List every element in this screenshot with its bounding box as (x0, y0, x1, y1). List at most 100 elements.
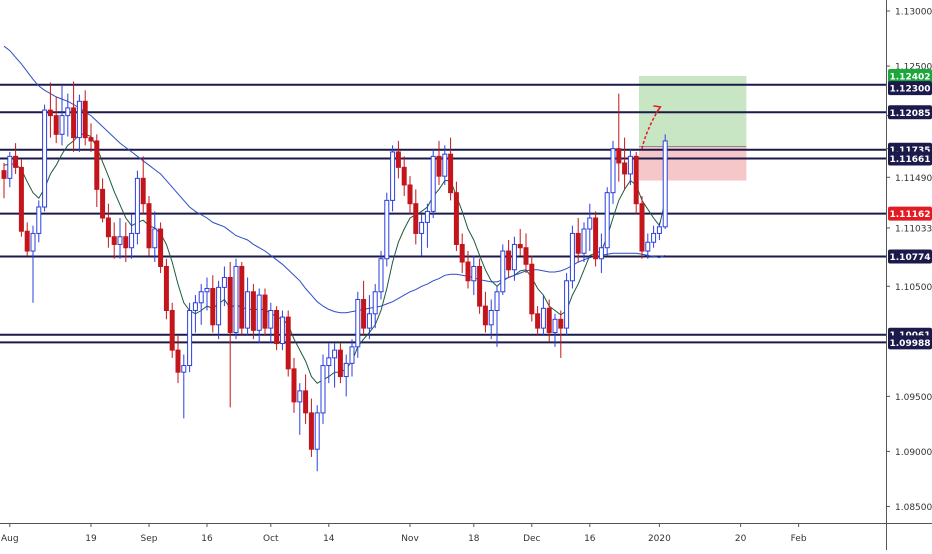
candle-37[interactable] (216, 280, 222, 340)
candle-40[interactable] (233, 258, 239, 340)
candle-34[interactable] (198, 284, 204, 325)
candle-98[interactable] (569, 225, 575, 289)
candle-99[interactable] (575, 218, 581, 263)
candle-72[interactable] (419, 214, 425, 256)
candle-57[interactable] (332, 343, 338, 388)
candle-16[interactable] (94, 134, 100, 207)
candle-38[interactable] (221, 266, 227, 307)
candle-67[interactable] (390, 145, 396, 212)
candle-60[interactable] (349, 339, 355, 377)
candle-3[interactable] (18, 159, 24, 237)
candle-93[interactable] (540, 295, 546, 336)
candle-59[interactable] (343, 354, 349, 397)
candle-45[interactable] (262, 288, 268, 336)
candle-101[interactable] (587, 203, 593, 252)
candle-58[interactable] (337, 343, 343, 384)
candle-0[interactable] (1, 162, 7, 199)
candle-24[interactable] (140, 156, 146, 215)
candle-48[interactable] (279, 310, 285, 351)
candle-76[interactable] (442, 145, 448, 185)
candle-68[interactable] (395, 140, 401, 179)
candle-55[interactable] (320, 354, 326, 424)
candle-70[interactable] (407, 176, 413, 215)
candle-64[interactable] (372, 284, 378, 329)
candle-11[interactable] (65, 93, 71, 137)
candle-66[interactable] (384, 192, 390, 267)
candle-52[interactable] (303, 374, 309, 424)
candle-4[interactable] (24, 222, 30, 256)
candle-95[interactable] (552, 313, 558, 347)
candle-78[interactable] (453, 181, 459, 252)
candle-18[interactable] (105, 203, 111, 248)
position-target-zone[interactable] (639, 75, 747, 147)
candle-97[interactable] (564, 273, 570, 336)
candle-53[interactable] (308, 398, 314, 457)
candle-46[interactable] (268, 302, 274, 344)
candle-91[interactable] (529, 255, 535, 322)
candle-94[interactable] (546, 299, 552, 342)
candle-31[interactable] (181, 354, 187, 419)
candle-39[interactable] (227, 262, 233, 408)
candle-96[interactable] (558, 310, 564, 358)
price-label-4[interactable]: 1.11661 (888, 151, 932, 166)
candle-10[interactable] (59, 85, 65, 146)
candle-82[interactable] (477, 258, 483, 314)
candle-107[interactable] (622, 137, 628, 190)
candle-15[interactable] (88, 123, 94, 152)
candle-88[interactable] (511, 236, 517, 281)
candle-8[interactable] (47, 82, 53, 138)
candle-13[interactable] (76, 94, 82, 152)
candle-77[interactable] (448, 137, 454, 201)
candle-21[interactable] (123, 222, 129, 263)
candle-54[interactable] (314, 405, 320, 472)
candle-5[interactable] (30, 225, 36, 303)
candle-32[interactable] (187, 302, 193, 373)
candle-104[interactable] (604, 187, 610, 256)
position-stop-zone[interactable] (639, 146, 747, 181)
candle-113[interactable] (656, 222, 662, 241)
candle-62[interactable] (361, 280, 367, 336)
candle-41[interactable] (239, 262, 245, 336)
candle-36[interactable] (210, 275, 216, 333)
candle-50[interactable] (291, 357, 297, 413)
candle-74[interactable] (430, 148, 436, 219)
candle-35[interactable] (204, 277, 210, 311)
candle-75[interactable] (436, 140, 442, 185)
candle-33[interactable] (192, 295, 198, 333)
candle-6[interactable] (36, 200, 42, 243)
candle-44[interactable] (256, 288, 262, 344)
candle-47[interactable] (274, 306, 280, 351)
price-label-1[interactable]: 1.12300 (888, 81, 932, 96)
candle-106[interactable] (616, 93, 622, 182)
candle-100[interactable] (581, 222, 587, 263)
candle-89[interactable] (517, 229, 523, 256)
candle-111[interactable] (645, 233, 651, 259)
candle-63[interactable] (366, 295, 372, 340)
candle-56[interactable] (326, 343, 332, 384)
candle-65[interactable] (378, 251, 384, 300)
candle-80[interactable] (465, 251, 471, 289)
candle-22[interactable] (129, 214, 135, 259)
candle-49[interactable] (285, 310, 291, 377)
candle-83[interactable] (482, 291, 488, 333)
candle-92[interactable] (535, 306, 541, 336)
candle-81[interactable] (471, 255, 477, 296)
candle-102[interactable] (593, 211, 599, 267)
candle-19[interactable] (111, 222, 117, 259)
candle-87[interactable] (506, 240, 512, 278)
candle-1[interactable] (7, 151, 13, 188)
candle-26[interactable] (152, 211, 158, 263)
candle-103[interactable] (598, 233, 604, 274)
price-label-0[interactable]: 1.12402 (888, 68, 932, 83)
candle-51[interactable] (297, 383, 303, 435)
candle-69[interactable] (401, 156, 407, 196)
candle-14[interactable] (82, 90, 88, 146)
price-label-9[interactable]: 1.09988 (888, 335, 932, 350)
candle-85[interactable] (494, 286, 500, 347)
candle-28[interactable] (163, 258, 169, 320)
candle-73[interactable] (424, 203, 430, 248)
candle-90[interactable] (523, 233, 529, 274)
candle-86[interactable] (500, 244, 506, 296)
price-label-6[interactable]: 1.10774 (888, 249, 932, 264)
